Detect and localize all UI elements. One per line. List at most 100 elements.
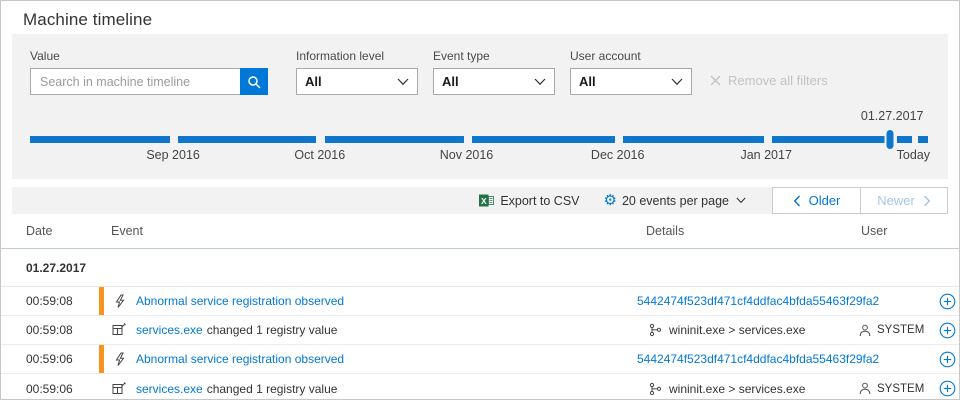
column-header-event: Event: [111, 224, 143, 238]
search-box: [30, 68, 268, 95]
events-per-page-label: 20 events per page: [621, 193, 729, 208]
user-name: SYSTEM: [877, 324, 925, 336]
information-level-value: All: [305, 74, 322, 89]
expand-row-button[interactable]: [939, 351, 956, 368]
chevron-down-icon: [736, 197, 746, 204]
event-type-filter: Event type All: [433, 49, 555, 95]
plus-circle-icon: [939, 293, 956, 310]
search-input[interactable]: [30, 68, 240, 95]
newer-button[interactable]: Newer: [860, 187, 948, 214]
timeline-segment: [178, 136, 317, 143]
event-type-label: Event type: [433, 49, 490, 63]
older-button[interactable]: Older: [772, 187, 860, 214]
severity-bar: [99, 345, 104, 373]
events-per-page-dropdown[interactable]: ⚙ 20 events per page: [604, 193, 746, 208]
user-icon: [859, 324, 871, 337]
timeline-track[interactable]: [30, 130, 928, 149]
timeline-slider-handle[interactable]: [886, 130, 894, 149]
filters-row: Value Information level All: [30, 49, 930, 95]
timeline-segment: [30, 136, 171, 143]
plus-circle-icon: [939, 380, 956, 397]
svg-text:X: X: [481, 196, 487, 206]
event-time: 00:59:06: [26, 352, 73, 366]
event-time: 00:59:06: [26, 381, 73, 396]
timeline-segment: [771, 136, 888, 143]
table-row: 00:59:08 services.exe changed 1 registry…: [1, 316, 959, 345]
user-account-label: User account: [570, 49, 641, 63]
process-pair-text: wininit.exe > services.exe: [669, 381, 806, 396]
expand-row-button[interactable]: [939, 293, 956, 310]
file-hash-link[interactable]: 5442474f523df471cf4ddfac4bfda55463f29fa2: [637, 352, 880, 366]
timeline-month-label: Oct 2016: [294, 148, 346, 162]
registry-edit-icon: [111, 381, 127, 396]
event-type-select[interactable]: All: [433, 68, 555, 95]
process-tree-icon: [649, 382, 662, 396]
timeline-segment: [918, 136, 928, 143]
column-header-date: Date: [26, 224, 53, 238]
details-cell: 5442474f523df471cf4ddfac4bfda55463f29fa2: [629, 345, 879, 373]
timeline-selected-date: 01.27.2017: [860, 109, 924, 123]
timeline-month-label: Dec 2016: [590, 148, 645, 162]
details-cell: 5442474f523df471cf4ddfac4bfda55463f29fa2: [629, 287, 879, 315]
process-name-link[interactable]: services.exe: [136, 381, 203, 396]
information-level-filter: Information level All: [296, 49, 418, 95]
export-to-csv-label: Export to CSV: [500, 193, 580, 208]
user-account-select[interactable]: All: [570, 68, 692, 95]
older-label: Older: [808, 193, 841, 208]
chevron-left-icon: [793, 194, 801, 207]
timeline-month-label: Sep 2016: [146, 148, 200, 162]
event-cell: services.exe changed 1 registry value: [99, 374, 629, 399]
expand-row-button[interactable]: [939, 380, 956, 397]
event-type-value: All: [442, 74, 459, 89]
timeline-month-label: Jan 2017: [740, 148, 792, 162]
search-icon: [247, 75, 261, 89]
severity-bar: [99, 287, 104, 315]
event-cell: Abnormal service registration observed: [99, 287, 629, 315]
timeline-labels: Sep 2016 Oct 2016 Nov 2016 Dec 2016 Jan …: [30, 148, 930, 166]
column-header-details: Details: [646, 224, 685, 238]
registry-edit-icon: [111, 323, 127, 337]
chevron-down-icon: [534, 78, 546, 86]
user-cell: SYSTEM: [853, 382, 933, 395]
timeline-segment: [324, 136, 464, 143]
event-description: changed 1 registry value: [206, 381, 338, 396]
pager: Older Newer: [772, 187, 948, 214]
alert-lightning-icon: [111, 294, 127, 309]
plus-circle-icon: [939, 351, 956, 368]
details-cell: wininit.exe > services.exe: [629, 316, 853, 344]
table-toolbar: X Export to CSV ⚙ 20 events per page Old…: [12, 187, 948, 214]
event-cell: Abnormal service registration observed: [99, 345, 629, 373]
chevron-right-icon: [923, 194, 931, 207]
expand-row-button[interactable]: [939, 322, 956, 339]
export-to-csv-button[interactable]: X Export to CSV: [479, 193, 580, 208]
value-filter: Value: [30, 49, 296, 95]
timeline-segment: [897, 136, 912, 143]
remove-all-filters-label: Remove all filters: [728, 73, 828, 88]
events-table: Date Event Details User 01.27.2017 00:59…: [1, 214, 959, 399]
table-row: 00:59:08 Abnormal service registration o…: [1, 287, 959, 316]
newer-label: Newer: [877, 193, 915, 208]
date-group-row: 01.27.2017: [1, 249, 959, 287]
expand-cell: [933, 380, 959, 397]
table-row: 00:59:06 services.exe changed 1 registry…: [1, 374, 959, 399]
expand-cell: [933, 351, 959, 368]
table-header-row: Date Event Details User: [1, 214, 959, 249]
user-icon: [859, 382, 871, 395]
information-level-select[interactable]: All: [296, 68, 418, 95]
page-title: Machine timeline: [23, 10, 153, 29]
event-time: 00:59:08: [26, 294, 73, 308]
alert-title-link[interactable]: Abnormal service registration observed: [136, 294, 345, 308]
search-button[interactable]: [240, 68, 268, 95]
details-cell: wininit.exe > services.exe: [629, 374, 853, 399]
file-hash-link[interactable]: 5442474f523df471cf4ddfac4bfda55463f29fa2: [637, 294, 880, 308]
process-name-link[interactable]: services.exe: [136, 323, 203, 337]
excel-icon: X: [479, 193, 495, 208]
expand-cell: [933, 322, 959, 339]
filter-panel: Value Information level All: [12, 34, 948, 179]
user-name: SYSTEM: [877, 382, 925, 395]
alert-title-link[interactable]: Abnormal service registration observed: [136, 352, 345, 366]
event-time: 00:59:08: [26, 323, 73, 337]
timeline-segment: [622, 136, 764, 143]
remove-all-filters-button[interactable]: Remove all filters: [710, 73, 828, 88]
timeline-today-label: Today: [896, 148, 930, 162]
